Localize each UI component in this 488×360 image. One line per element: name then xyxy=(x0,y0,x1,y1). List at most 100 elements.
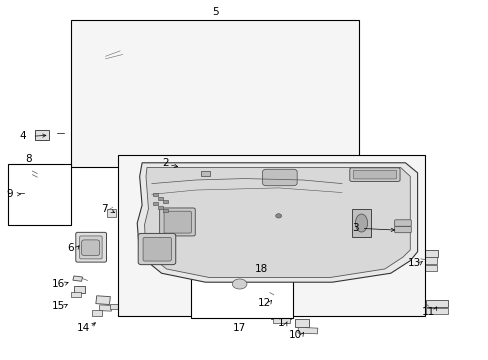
Bar xyxy=(218,56,236,62)
FancyBboxPatch shape xyxy=(163,211,191,233)
Circle shape xyxy=(275,214,281,218)
Text: 18: 18 xyxy=(254,264,267,274)
Bar xyxy=(157,86,165,91)
Ellipse shape xyxy=(232,279,246,289)
Bar xyxy=(165,44,185,50)
Bar xyxy=(272,285,285,294)
Bar xyxy=(218,49,226,56)
Bar xyxy=(271,308,290,319)
Bar xyxy=(272,317,289,323)
Bar xyxy=(190,38,201,49)
Bar xyxy=(270,30,286,46)
Bar xyxy=(28,195,40,202)
Bar xyxy=(268,28,288,48)
Bar xyxy=(226,274,252,294)
Bar xyxy=(203,243,210,247)
FancyBboxPatch shape xyxy=(349,168,399,181)
Text: 14: 14 xyxy=(77,323,90,333)
Bar xyxy=(153,193,158,196)
Bar xyxy=(96,296,110,305)
Bar xyxy=(99,305,112,311)
Text: 10: 10 xyxy=(288,330,302,340)
Text: 1: 1 xyxy=(277,318,284,328)
Bar xyxy=(212,243,222,248)
Text: 3: 3 xyxy=(352,223,358,233)
Bar xyxy=(423,250,437,257)
Bar xyxy=(163,201,167,203)
Bar xyxy=(295,319,308,327)
Text: 17: 17 xyxy=(232,323,246,333)
Bar xyxy=(190,234,293,318)
Bar xyxy=(319,31,330,47)
Text: 11: 11 xyxy=(421,307,434,317)
Bar xyxy=(121,58,128,62)
Bar xyxy=(118,155,424,316)
Bar xyxy=(103,48,122,58)
Text: 7: 7 xyxy=(101,204,108,215)
Bar xyxy=(8,164,71,225)
Bar xyxy=(141,72,163,77)
Ellipse shape xyxy=(355,214,367,232)
Text: 8: 8 xyxy=(25,154,32,164)
Bar xyxy=(192,81,198,86)
Bar xyxy=(138,79,145,84)
Bar xyxy=(336,40,346,46)
Bar xyxy=(228,276,250,292)
Bar xyxy=(235,73,258,80)
Text: 6: 6 xyxy=(67,243,74,253)
Bar xyxy=(35,188,46,195)
Bar xyxy=(197,75,224,81)
Bar xyxy=(425,301,447,307)
Bar xyxy=(91,56,100,60)
Bar xyxy=(110,303,121,309)
FancyBboxPatch shape xyxy=(352,170,396,179)
Bar xyxy=(339,46,354,54)
Bar xyxy=(200,171,210,176)
FancyBboxPatch shape xyxy=(80,236,102,259)
Bar xyxy=(297,327,317,334)
Bar xyxy=(144,65,159,72)
Bar xyxy=(218,35,241,43)
FancyBboxPatch shape xyxy=(159,208,195,236)
Bar xyxy=(159,91,179,96)
Bar xyxy=(158,206,163,209)
Bar xyxy=(291,48,309,55)
FancyBboxPatch shape xyxy=(76,232,106,262)
Bar xyxy=(35,130,49,140)
Bar xyxy=(22,202,32,208)
Bar xyxy=(73,276,82,281)
Bar xyxy=(230,43,248,51)
Bar xyxy=(420,265,436,271)
Bar xyxy=(90,46,101,52)
Bar xyxy=(231,66,252,73)
FancyBboxPatch shape xyxy=(138,233,175,265)
Bar xyxy=(153,202,158,205)
FancyBboxPatch shape xyxy=(143,237,171,261)
Bar xyxy=(71,292,81,297)
Text: 5: 5 xyxy=(211,7,218,17)
Bar xyxy=(107,210,116,217)
Bar xyxy=(163,210,167,212)
Bar xyxy=(192,67,213,75)
FancyBboxPatch shape xyxy=(262,169,297,186)
FancyBboxPatch shape xyxy=(394,226,410,233)
Bar xyxy=(92,310,102,316)
FancyBboxPatch shape xyxy=(394,220,410,226)
Bar xyxy=(71,21,358,167)
Polygon shape xyxy=(137,163,417,282)
Bar xyxy=(291,40,308,46)
Bar xyxy=(74,286,85,293)
Bar xyxy=(425,308,447,314)
Bar xyxy=(23,185,32,193)
Bar xyxy=(225,244,234,248)
Bar xyxy=(266,293,280,300)
Bar xyxy=(168,35,193,45)
Bar xyxy=(124,40,144,47)
Text: 2: 2 xyxy=(162,158,168,168)
Bar xyxy=(158,197,163,200)
Text: 12: 12 xyxy=(257,298,270,308)
Bar xyxy=(32,167,42,178)
Text: 9: 9 xyxy=(6,189,13,199)
Polygon shape xyxy=(351,209,370,237)
Bar xyxy=(198,235,242,257)
